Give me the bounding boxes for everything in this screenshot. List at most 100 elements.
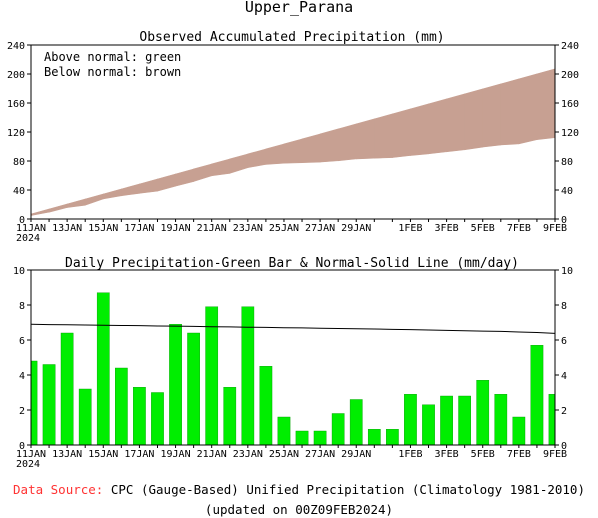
below-normal-area-segment [30, 208, 50, 216]
y-tick-label-right: 240 [561, 41, 579, 52]
below-normal-area-segment [247, 148, 267, 169]
y-tick-label-right: 120 [561, 128, 579, 139]
below-normal-area-segment [337, 123, 357, 162]
y-tick-label-left: 40 [13, 186, 25, 197]
daily-precip-bar [494, 394, 508, 446]
below-normal-area-segment [355, 118, 375, 160]
daily-precip-bar [367, 429, 381, 446]
below-normal-area-segment [84, 193, 104, 206]
y-tick-label-left: 6 [19, 336, 25, 347]
daily-precip-bar [42, 364, 56, 446]
legend-above-normal: Above normal: green [44, 50, 181, 64]
below-normal-area-segment [283, 138, 303, 164]
footer: Data Source: CPC (Gauge-Based) Unified P… [13, 482, 585, 517]
daily-precip-bar [530, 345, 544, 446]
y-tick-label-right: 80 [561, 157, 573, 168]
x-tick-label: 29JAN [341, 449, 371, 460]
accumulated-legend: Above normal: green Below normal: brown [44, 50, 181, 79]
below-normal-area-segment [66, 198, 86, 208]
x-tick-label: 19JAN [160, 223, 190, 234]
main-title: Upper_Parana [245, 0, 353, 16]
y-tick-label-right: 0 [561, 215, 567, 226]
x-tick-label: 1FEB [398, 449, 422, 460]
y-tick-label-right: 200 [561, 70, 579, 81]
daily-precip-bar [386, 429, 399, 446]
daily-precip-bar [60, 332, 74, 446]
y-tick-label-right: 4 [561, 371, 567, 382]
x-tick-label: 9FEB [543, 449, 567, 460]
y-tick-label-right: 0 [561, 441, 567, 452]
daily-precip-bar [115, 367, 128, 446]
below-normal-area-segment [319, 128, 339, 163]
data-source-separator [103, 482, 111, 497]
x-tick-label: 23JAN [233, 223, 263, 234]
x-tick-label: 15JAN [88, 223, 118, 234]
x-tick-label: 21JAN [197, 223, 227, 234]
below-normal-area-segment [139, 178, 158, 194]
y-tick-label-left: 0 [19, 441, 25, 452]
daily-precip-bar [295, 430, 309, 446]
below-normal-area-segment [229, 153, 249, 174]
daily-precip-bar [96, 292, 110, 446]
legend-below-normal: Below normal: brown [44, 65, 181, 79]
below-normal-area-segment [536, 68, 556, 141]
daily-precip-bar [30, 360, 38, 446]
y-tick-label-left: 2 [19, 406, 25, 417]
x-tick-label: 17JAN [124, 223, 154, 234]
below-normal-area-segment [518, 73, 538, 145]
y-tick-label-left: 8 [19, 301, 25, 312]
x-year-label: 2024 [16, 233, 40, 244]
x-tick-label: 25JAN [269, 449, 299, 460]
x-tick-label: 3FEB [435, 223, 459, 234]
below-normal-area-segment [121, 183, 140, 197]
y-tick-label-right: 2 [561, 406, 567, 417]
data-source-line: Data Source: CPC (Gauge-Based) Unified P… [13, 482, 585, 497]
below-normal-area-segment [301, 133, 321, 163]
daily-precip-bar [133, 387, 146, 446]
x-tick-label: 27JAN [305, 223, 335, 234]
daily-precip-bar [349, 399, 363, 446]
daily-precip-bar [151, 392, 164, 446]
x-tick-label: 29JAN [341, 223, 371, 234]
daily-precip-bar [223, 387, 237, 446]
data-source-text: CPC (Gauge-Based) Unified Precipitation … [111, 482, 585, 497]
x-tick-label: 7FEB [507, 449, 531, 460]
updated-text: (updated on 00Z09FEB2024) [205, 502, 393, 517]
y-tick-label-left: 200 [7, 70, 25, 81]
y-tick-label-left: 160 [7, 99, 25, 110]
y-tick-label-left: 0 [19, 215, 25, 226]
x-tick-label: 13JAN [52, 223, 82, 234]
accumulated-panel-title: Observed Accumulated Precipitation (mm) [139, 30, 444, 45]
below-normal-area-segment [374, 113, 393, 159]
y-tick-label-left: 10 [13, 266, 25, 277]
daily-precip-bar [187, 332, 200, 446]
normal-daily-line [30, 323, 556, 334]
x-tick-label: 5FEB [471, 449, 495, 460]
daily-precip-bar [458, 395, 471, 446]
below-normal-area-segment [157, 173, 176, 192]
below-normal-area-segment [102, 188, 122, 200]
x-tick-label: 27JAN [305, 449, 335, 460]
x-year-label: 2024 [16, 459, 40, 470]
daily-precip-bar [476, 380, 490, 446]
y-tick-label-right: 8 [561, 301, 567, 312]
below-normal-area-segment [265, 143, 285, 165]
daily-precip-bar [512, 416, 526, 446]
x-tick-label: 7FEB [507, 223, 531, 234]
below-normal-area-segment [464, 88, 484, 151]
below-normal-area-segment [410, 103, 429, 156]
y-tick-label-left: 80 [13, 157, 25, 168]
below-normal-area-segment [48, 203, 68, 213]
y-tick-label-right: 6 [561, 336, 567, 347]
y-tick-label-right: 10 [561, 266, 573, 277]
y-tick-label-left: 4 [19, 371, 25, 382]
below-normal-area-segment [392, 108, 411, 158]
x-tick-label: 5FEB [471, 223, 495, 234]
below-normal-area-segment [175, 168, 194, 187]
x-tick-label: 13JAN [52, 449, 82, 460]
x-tick-label: 3FEB [435, 449, 459, 460]
x-tick-label: 9FEB [543, 223, 567, 234]
x-tick-label: 25JAN [269, 223, 299, 234]
below-normal-area-segment [446, 93, 465, 153]
